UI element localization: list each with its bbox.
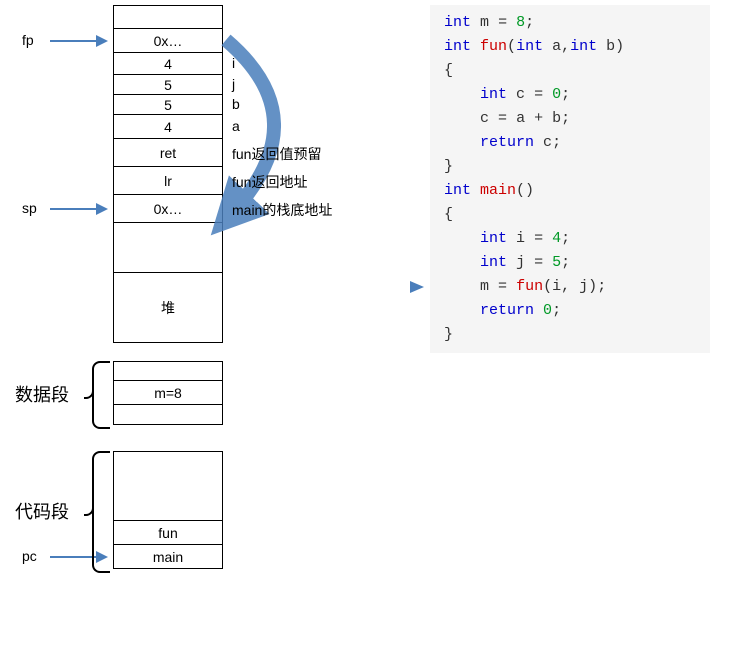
data-cell <box>113 361 223 381</box>
stack-cell: 堆 <box>113 273 223 343</box>
stack-cell <box>113 5 223 29</box>
data-cell <box>113 405 223 425</box>
stack-cell-annotation: a <box>232 118 240 134</box>
stack-cell: 4 <box>113 115 223 139</box>
code-line: } <box>430 155 710 179</box>
stack-cell-annotation: fun返回值预留 <box>232 144 321 164</box>
code-line: return c; <box>430 131 710 155</box>
code-line: c = a + b; <box>430 107 710 131</box>
code-line: { <box>430 59 710 83</box>
fp-pointer-arrow <box>50 35 108 47</box>
current-line-arrow-icon <box>410 281 424 293</box>
code-line: int m = 8; <box>430 11 710 35</box>
stack-cell: lr <box>113 167 223 195</box>
code-segment-brace <box>92 451 110 569</box>
code-cell: fun <box>113 521 223 545</box>
stack-cell: 0x… <box>113 29 223 53</box>
sp-pointer-label: sp <box>22 200 37 216</box>
code-line: } <box>430 323 710 347</box>
code-line: m = fun(i, j); <box>430 275 710 299</box>
fp-pointer-label: fp <box>22 32 34 48</box>
data-cell: m=8 <box>113 381 223 405</box>
code-line: int c = 0; <box>430 83 710 107</box>
code-segment-label: 代码段 <box>15 498 69 524</box>
stack-cell-annotation: j <box>232 76 235 92</box>
code-line: int main() <box>430 179 710 203</box>
data-segment-label: 数据段 <box>15 381 69 407</box>
stack-cell: 4 <box>113 53 223 75</box>
code-line: int j = 5; <box>430 251 710 275</box>
stack-cell: 5 <box>113 95 223 115</box>
pc-pointer-label: pc <box>22 548 37 564</box>
code-line: return 0; <box>430 299 710 323</box>
memory-stack-column: 0x…4554retlr0x…堆m=8funmain <box>113 5 223 569</box>
code-snippet-panel: int m = 8;int fun(int a,int b){ int c = … <box>430 5 710 353</box>
stack-cell: ret <box>113 139 223 167</box>
stack-cell-annotation: fun返回地址 <box>232 172 307 192</box>
code-cell <box>113 451 223 521</box>
stack-cell-annotation: b <box>232 96 240 112</box>
stack-cell <box>113 223 223 273</box>
stack-cell: 5 <box>113 75 223 95</box>
code-line: int fun(int a,int b) <box>430 35 710 59</box>
stack-cell-annotation: main的栈底地址 <box>232 200 332 220</box>
code-line: { <box>430 203 710 227</box>
stack-cell-annotation: i <box>232 55 235 71</box>
code-cell: main <box>113 545 223 569</box>
sp-pointer-arrow <box>50 203 108 215</box>
stack-cell: 0x… <box>113 195 223 223</box>
data-segment-brace <box>92 361 110 425</box>
code-line: int i = 4; <box>430 227 710 251</box>
